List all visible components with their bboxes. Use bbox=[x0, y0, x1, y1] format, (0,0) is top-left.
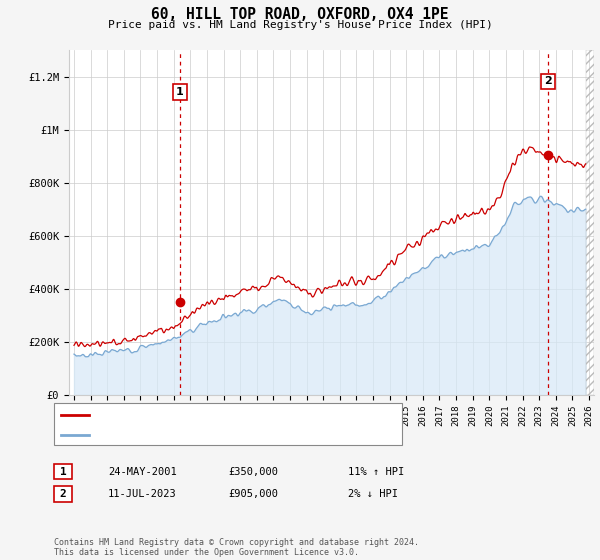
Text: Price paid vs. HM Land Registry's House Price Index (HPI): Price paid vs. HM Land Registry's House … bbox=[107, 20, 493, 30]
Text: 60, HILL TOP ROAD, OXFORD, OX4 1PE (detached house): 60, HILL TOP ROAD, OXFORD, OX4 1PE (deta… bbox=[93, 410, 392, 420]
Text: 2% ↓ HPI: 2% ↓ HPI bbox=[348, 489, 398, 499]
Text: 11-JUL-2023: 11-JUL-2023 bbox=[108, 489, 177, 499]
Text: 2: 2 bbox=[59, 489, 67, 499]
Text: 1: 1 bbox=[176, 87, 184, 97]
Text: Contains HM Land Registry data © Crown copyright and database right 2024.
This d: Contains HM Land Registry data © Crown c… bbox=[54, 538, 419, 557]
Text: 11% ↑ HPI: 11% ↑ HPI bbox=[348, 466, 404, 477]
Text: 60, HILL TOP ROAD, OXFORD, OX4 1PE: 60, HILL TOP ROAD, OXFORD, OX4 1PE bbox=[151, 7, 449, 22]
Text: 24-MAY-2001: 24-MAY-2001 bbox=[108, 466, 177, 477]
Text: 2: 2 bbox=[544, 76, 552, 86]
Text: 1: 1 bbox=[59, 466, 67, 477]
Text: HPI: Average price, detached house, Oxford: HPI: Average price, detached house, Oxfo… bbox=[93, 430, 340, 440]
Text: £350,000: £350,000 bbox=[228, 466, 278, 477]
Text: £905,000: £905,000 bbox=[228, 489, 278, 499]
